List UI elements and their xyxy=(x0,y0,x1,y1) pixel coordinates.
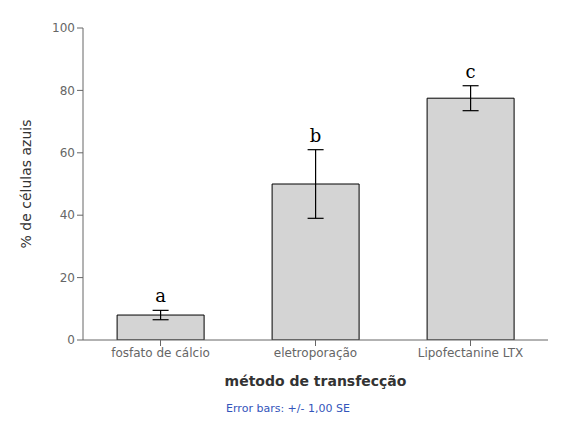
svg-text:60: 60 xyxy=(60,146,75,160)
svg-text:b: b xyxy=(310,125,322,146)
svg-text:0: 0 xyxy=(67,333,75,347)
svg-text:fosfato de cálcio: fosfato de cálcio xyxy=(111,346,210,360)
svg-text:Lipofectanine LTX: Lipofectanine LTX xyxy=(418,346,524,360)
svg-text:eletroporação: eletroporação xyxy=(274,346,357,360)
svg-text:100: 100 xyxy=(52,21,75,35)
html-text:Error bars: +/- 1,00 SE: Error bars: +/- 1,00 SE xyxy=(226,402,350,415)
svg-text:% de células azuis: % de células azuis xyxy=(18,120,34,249)
svg-text:a: a xyxy=(155,285,166,306)
svg-text:20: 20 xyxy=(60,271,75,285)
svg-text:c: c xyxy=(466,61,476,82)
svg-text:método de transfecção: método de transfecção xyxy=(225,373,407,389)
svg-text:40: 40 xyxy=(60,208,75,222)
svg-text:80: 80 xyxy=(60,84,75,98)
